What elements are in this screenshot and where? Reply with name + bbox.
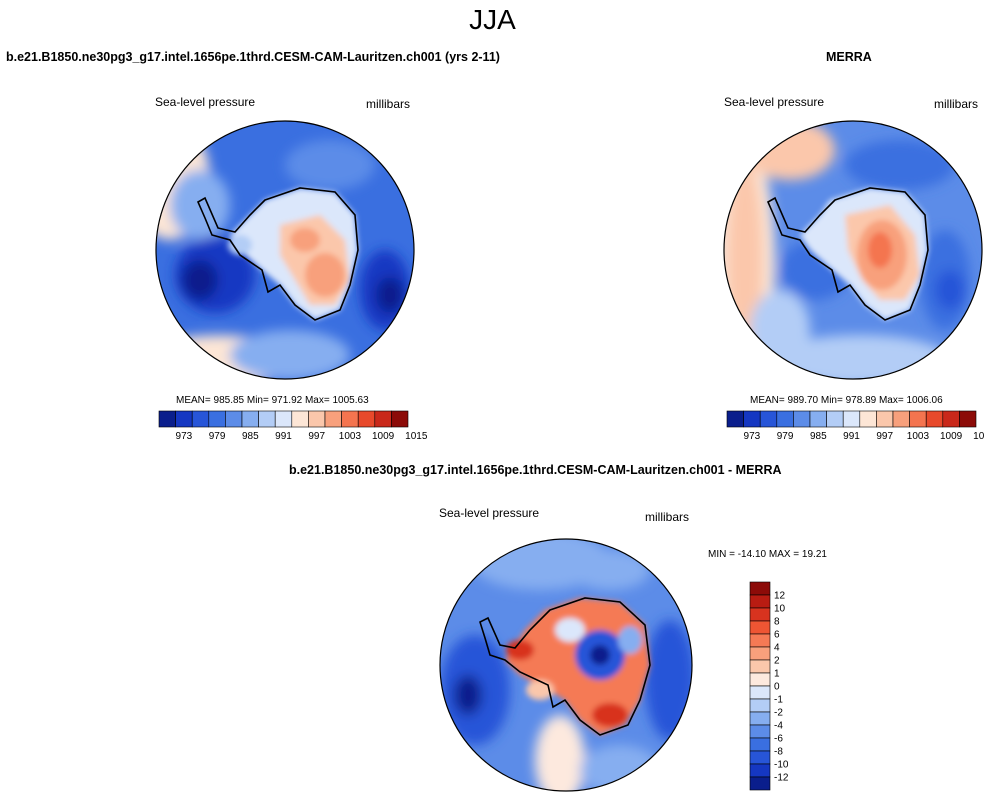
panel1-colorbar-tick-label: 997 xyxy=(308,431,325,442)
panel3-colorbar-tick-label: 6 xyxy=(774,630,780,641)
panel2-case-title: MERRA xyxy=(826,50,872,64)
panel2-colorbar-swatch xyxy=(859,410,877,428)
panel1-colorbar-tick-label: 1015 xyxy=(405,431,428,442)
panel3-colorbar-swatch xyxy=(749,737,771,752)
panel2-colorbar-swatch xyxy=(726,410,744,428)
panel2-colorbar-swatch xyxy=(826,410,844,428)
panel2-colorbar-tick-label: 991 xyxy=(843,431,860,442)
panel2-colorbar-swatch xyxy=(776,410,794,428)
panel1-colorbar-swatch xyxy=(274,410,293,428)
panel2-colorbar-tick-label: 997 xyxy=(876,431,893,442)
panel2-colorbar-tick-label: 973 xyxy=(744,431,761,442)
panel1-colorbar-tick-label: 991 xyxy=(275,431,292,442)
panel3-colorbar-tick-label: 4 xyxy=(774,643,780,654)
panel1-colorbar-swatch xyxy=(191,410,210,428)
panel3-variable-label: Sea-level pressure xyxy=(439,506,540,520)
panel1-colorbar-swatch xyxy=(158,410,176,428)
panel3-colorbar-swatch xyxy=(749,711,771,726)
panel2-colorbar-tick-label: 985 xyxy=(810,431,827,442)
panel3-colorbar-tick-label: 10 xyxy=(774,604,786,615)
panel3-colorbar-tick-label: 12 xyxy=(774,591,786,602)
panel1-colorbar-tick-label: 979 xyxy=(209,431,226,442)
panel3-colorbar-swatch xyxy=(749,607,771,622)
panel3-stats: MIN = -14.10 MAX = 19.21 xyxy=(708,549,827,560)
panel1-case-title: b.e21.B1850.ne30pg3_g17.intel.1656pe.1th… xyxy=(6,50,500,64)
panel2-variable-label: Sea-level pressure xyxy=(724,95,825,109)
panel3-colorbar-swatch xyxy=(749,633,771,648)
panel2-colorbar-swatch xyxy=(909,410,927,428)
panel1-colorbar-swatch xyxy=(324,410,342,428)
panel3-case-title: b.e21.B1850.ne30pg3_g17.intel.1656pe.1th… xyxy=(289,463,782,477)
panel2-pressure-field xyxy=(724,121,982,379)
panel2-colorbar-swatch xyxy=(809,410,827,428)
panel3-colorbar-swatch xyxy=(749,672,771,687)
panel3-colorbar-swatch xyxy=(749,685,771,700)
panel2-colorbar-swatch xyxy=(759,410,778,428)
panel3-colorbar-tick-label: 1 xyxy=(774,669,780,680)
panel3-colorbar-swatch xyxy=(749,776,771,791)
panel2-colorbar-swatch xyxy=(942,410,960,428)
panel2-colorbar-swatch xyxy=(793,410,811,428)
panel3-colorbar-tick-label: -2 xyxy=(774,708,783,719)
panel1-colorbar-swatch xyxy=(357,410,376,428)
panel3-colorbar-swatch xyxy=(749,659,771,674)
page-title: JJA xyxy=(469,4,516,35)
panel1-colorbar-swatch xyxy=(241,410,259,428)
panel3-colorbar-swatch xyxy=(749,646,771,661)
panel1-colorbar: 973 979 985 991 997 1003 1009 1015 xyxy=(158,410,428,442)
panel1-colorbar-tick-label: 1003 xyxy=(339,431,362,442)
panel1-colorbar-tick-label: 1009 xyxy=(372,431,395,442)
panel2-colorbar-tick-label: 1009 xyxy=(940,431,963,442)
panel1-colorbar-tick-label: 985 xyxy=(242,431,259,442)
panel3-colorbar-tick-label: 0 xyxy=(774,682,780,693)
panel1-colorbar-swatch xyxy=(391,410,409,428)
panel3-colorbar-tick-label: -10 xyxy=(774,760,789,771)
panel3-colorbar-tick-label: 8 xyxy=(774,617,780,628)
panel1-stats: MEAN= 985.85 Min= 971.92 Max= 1005.63 xyxy=(176,395,369,406)
panel2-colorbar-tick-label: 1003 xyxy=(907,431,930,442)
panel1-colorbar-swatch xyxy=(175,410,193,428)
panel2-stats: MEAN= 989.70 Min= 978.89 Max= 1006.06 xyxy=(750,395,943,406)
panel2-colorbar-swatch xyxy=(842,410,861,428)
panel2-colorbar-tick-label: 979 xyxy=(777,431,794,442)
panel3-colorbar-swatch xyxy=(749,724,771,739)
panel2-colorbar-swatch xyxy=(876,410,894,428)
panel3-colorbar-swatch xyxy=(749,594,771,609)
panel3-colorbar-tick-label: -8 xyxy=(774,747,783,758)
panel3-colorbar-swatch xyxy=(749,750,771,765)
panel2-colorbar-tick-label: 1015 xyxy=(973,431,985,442)
panel1-variable-label: Sea-level pressure xyxy=(155,95,256,109)
panel1-colorbar-swatch xyxy=(208,410,226,428)
panel3-colorbar-tick-label: -6 xyxy=(774,734,783,745)
panel1-colorbar-tick-label: 973 xyxy=(176,431,193,442)
panel3-colorbar-tick-label: -1 xyxy=(774,695,783,706)
panel1-colorbar-swatch xyxy=(341,410,359,428)
panel3-colorbar-swatch xyxy=(749,763,771,778)
panel2-units-label: millibars xyxy=(934,97,979,111)
panel1-colorbar-swatch xyxy=(374,410,392,428)
panel2-colorbar-swatch xyxy=(959,410,977,428)
panel2-colorbar-swatch xyxy=(925,410,944,428)
panel3-colorbar-swatch xyxy=(749,620,771,635)
panel2-colorbar-swatch xyxy=(892,410,910,428)
panel2-colorbar-swatch xyxy=(743,410,761,428)
panel1-units-label: millibars xyxy=(366,97,411,111)
panel3-colorbar-tick-label: -4 xyxy=(774,721,783,732)
panel2-colorbar: 973 979 985 991 997 1003 1009 1015 xyxy=(726,410,985,442)
panel3-units-label: millibars xyxy=(645,510,690,524)
panel3-colorbar-tick-label: -12 xyxy=(774,773,789,784)
panel3-difference-field xyxy=(440,539,692,791)
panel3-colorbar-swatch xyxy=(749,581,771,596)
panel1-pressure-field xyxy=(156,121,414,379)
panel1-colorbar-swatch xyxy=(291,410,309,428)
panel3-colorbar-swatch xyxy=(749,698,771,713)
panel3-colorbar-tick-label: 2 xyxy=(774,656,780,667)
panel1-colorbar-swatch xyxy=(258,410,276,428)
panel1-colorbar-swatch xyxy=(225,410,243,428)
panel1-colorbar-swatch xyxy=(308,410,326,428)
